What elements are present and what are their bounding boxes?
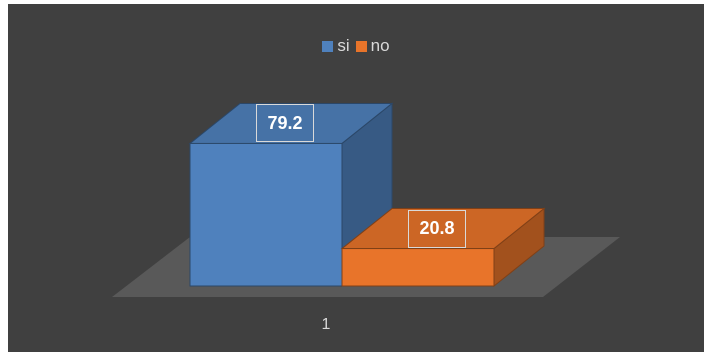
category-label: 1 — [321, 316, 331, 333]
data-label-si: 79.2 — [256, 104, 314, 143]
legend: si no — [0, 36, 712, 56]
legend-label-si: si — [337, 36, 350, 55]
legend-item-si: si — [322, 36, 350, 56]
legend-swatch-no — [355, 40, 367, 52]
legend-swatch-si — [322, 40, 334, 52]
bar-no-front — [341, 248, 495, 287]
bar-si-front — [189, 142, 343, 287]
data-label-no: 20.8 — [408, 209, 466, 248]
legend-label-no: no — [370, 36, 390, 55]
legend-item-no: no — [355, 36, 390, 56]
